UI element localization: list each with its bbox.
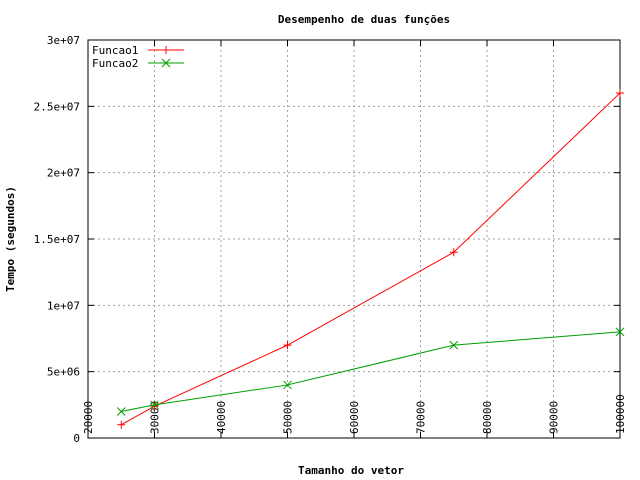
x-tick-label: 80000 (481, 401, 494, 434)
x-tick-label: 60000 (348, 401, 361, 434)
y-tick-label: 2e+07 (47, 167, 80, 180)
series-funcao2 (116, 327, 625, 416)
grid (88, 40, 620, 438)
data-point-marker (116, 407, 126, 416)
axis-ticks: 0 5e+06 1e+07 1.5e+07 2e+07 2.5e+07 3e+07 20000… (34, 34, 627, 445)
y-tick-label: 0 (73, 432, 80, 445)
data-point-marker (150, 400, 159, 410)
x-tick-label: 20000 (82, 401, 95, 434)
x-tick-label: 30000 (149, 401, 162, 434)
x-axis-label: Tamanho do vetor (298, 464, 404, 477)
y-tick-label: 1e+07 (47, 299, 80, 312)
y-tick-label: 5e+06 (47, 366, 80, 379)
data-point-marker (161, 58, 171, 68)
series-group (116, 89, 625, 429)
data-point-marker (449, 340, 459, 350)
series-funcao1 (117, 89, 624, 429)
x-tick-label: 40000 (215, 401, 228, 434)
y-tick-label: 3e+07 (47, 34, 80, 47)
y-axis-label: Tempo (segundos) (4, 186, 17, 292)
legend-label: Funcao2 (92, 57, 138, 70)
data-point-marker (615, 327, 625, 337)
series-line (121, 92, 621, 426)
legend-label: Funcao1 (92, 44, 138, 57)
data-point-marker (283, 380, 292, 390)
series-line (121, 331, 621, 412)
y-tick-label: 1.5e+07 (34, 233, 80, 246)
chart-title: Desempenho de duas funções (278, 13, 450, 26)
y-tick-label: 2.5e+07 (34, 100, 80, 113)
x-tick-label: 100000 (614, 394, 627, 434)
x-tick-label: 50000 (282, 401, 295, 434)
x-tick-label: 70000 (415, 401, 428, 434)
x-tick-label: 90000 (548, 401, 561, 434)
